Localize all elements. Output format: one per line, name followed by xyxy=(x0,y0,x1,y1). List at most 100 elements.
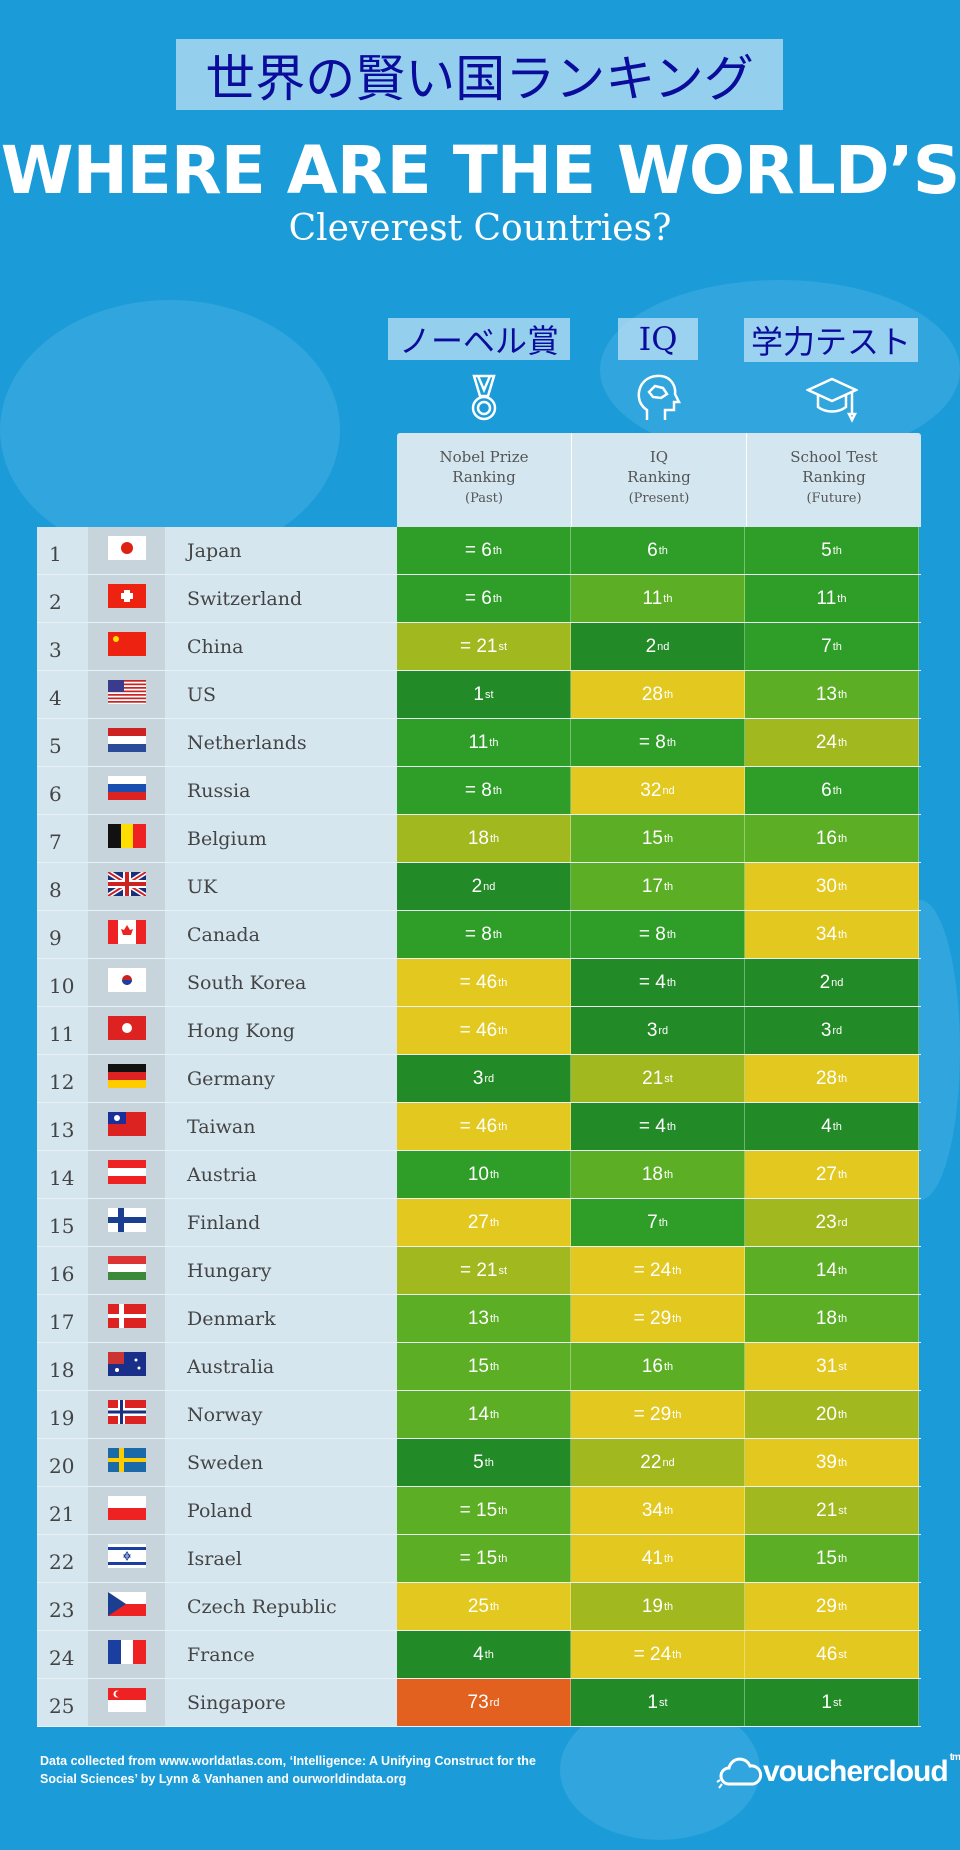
rank-suffix: st xyxy=(664,1072,673,1085)
flag-il-icon xyxy=(107,1544,146,1573)
flag-cn-icon xyxy=(107,632,146,661)
rank-value: 5 xyxy=(473,1451,484,1473)
rank-value: 27 xyxy=(815,1163,837,1185)
rank-value: 34 xyxy=(641,1499,663,1521)
row-rank: 22 xyxy=(37,1535,88,1582)
rank-value: 18 xyxy=(815,1307,837,1329)
flag-cell xyxy=(88,1679,165,1726)
rank-suffix: th xyxy=(832,1120,842,1133)
rank-value: 41 xyxy=(641,1547,663,1569)
flag-cell xyxy=(88,1199,165,1246)
rank-suffix: th xyxy=(489,1312,500,1325)
rank-suffix: th xyxy=(832,544,842,557)
rank-suffix: nd xyxy=(662,784,675,797)
flag-cz-icon xyxy=(107,1592,146,1621)
flag-cell xyxy=(88,575,165,622)
flag-ch-icon xyxy=(107,584,146,613)
rank-value: = 4 xyxy=(638,1115,666,1137)
rank-suffix: st xyxy=(485,688,494,701)
flag-no-icon xyxy=(107,1400,146,1429)
rank-suffix: th xyxy=(663,1600,674,1613)
rank-value: 15 xyxy=(641,827,663,849)
rank-suffix: th xyxy=(498,1024,508,1037)
row-rank: 2 xyxy=(37,575,88,622)
japanese-column-nobel: ノーベル賞 xyxy=(388,318,570,360)
rank-suffix: th xyxy=(489,1168,500,1181)
rank-value: 21 xyxy=(642,1067,664,1089)
flag-cell xyxy=(88,1055,165,1102)
flag-cell xyxy=(88,1295,165,1342)
rank-suffix: th xyxy=(837,1168,848,1181)
rank-suffix: th xyxy=(837,736,848,749)
rank-value: 25 xyxy=(467,1595,489,1617)
rank-value: = 46 xyxy=(459,1115,498,1137)
rank-value: 11 xyxy=(468,731,489,753)
row-rank: 18 xyxy=(37,1343,88,1390)
rank-value: 7 xyxy=(647,1211,658,1233)
country-name: Singapore xyxy=(165,1679,397,1726)
country-name: Hungary xyxy=(165,1247,397,1294)
rank-value: 16 xyxy=(641,1355,663,1377)
header-line: Nobel Prize xyxy=(439,448,529,466)
flag-at-icon xyxy=(107,1160,146,1189)
rank-suffix: th xyxy=(837,1408,848,1421)
country-name: Sweden xyxy=(165,1439,397,1486)
rank-value: 17 xyxy=(641,875,663,897)
row-rank: 9 xyxy=(37,911,88,958)
rank-suffix: th xyxy=(498,976,508,989)
flag-cell xyxy=(88,1631,165,1678)
rank-suffix: th xyxy=(837,1456,848,1469)
rank-value: 19 xyxy=(641,1595,663,1617)
rank-value: 14 xyxy=(467,1403,489,1425)
country-name: China xyxy=(165,623,397,670)
rank-suffix: th xyxy=(666,976,677,989)
rank-suffix: th xyxy=(484,1456,494,1469)
rank-value: 2 xyxy=(645,635,657,657)
flag-cell xyxy=(88,1391,165,1438)
rank-suffix: th xyxy=(492,928,503,941)
country-name: Netherlands xyxy=(165,719,397,766)
rank-suffix: st xyxy=(838,1504,847,1517)
column-header-school: School Test Ranking (Future) xyxy=(747,433,921,527)
column-header-nobel: Nobel Prize Ranking (Past) xyxy=(397,433,572,527)
row-rank: 11 xyxy=(37,1007,88,1054)
country-name: Israel xyxy=(165,1535,397,1582)
rank-value: 3 xyxy=(472,1067,484,1089)
row-rank: 16 xyxy=(37,1247,88,1294)
rank-value: 39 xyxy=(815,1451,837,1473)
table-header: Nobel Prize Ranking (Past) IQ Ranking (Prese… xyxy=(397,433,921,527)
rank-suffix: nd xyxy=(483,880,496,893)
country-name: South Korea xyxy=(165,959,397,1006)
rank-value: 73 xyxy=(467,1691,489,1713)
country-name: UK xyxy=(165,863,397,910)
rank-value: 14 xyxy=(815,1259,837,1281)
flag-cell xyxy=(88,815,165,862)
page-subtitle: Cleverest Countries? xyxy=(288,208,672,249)
